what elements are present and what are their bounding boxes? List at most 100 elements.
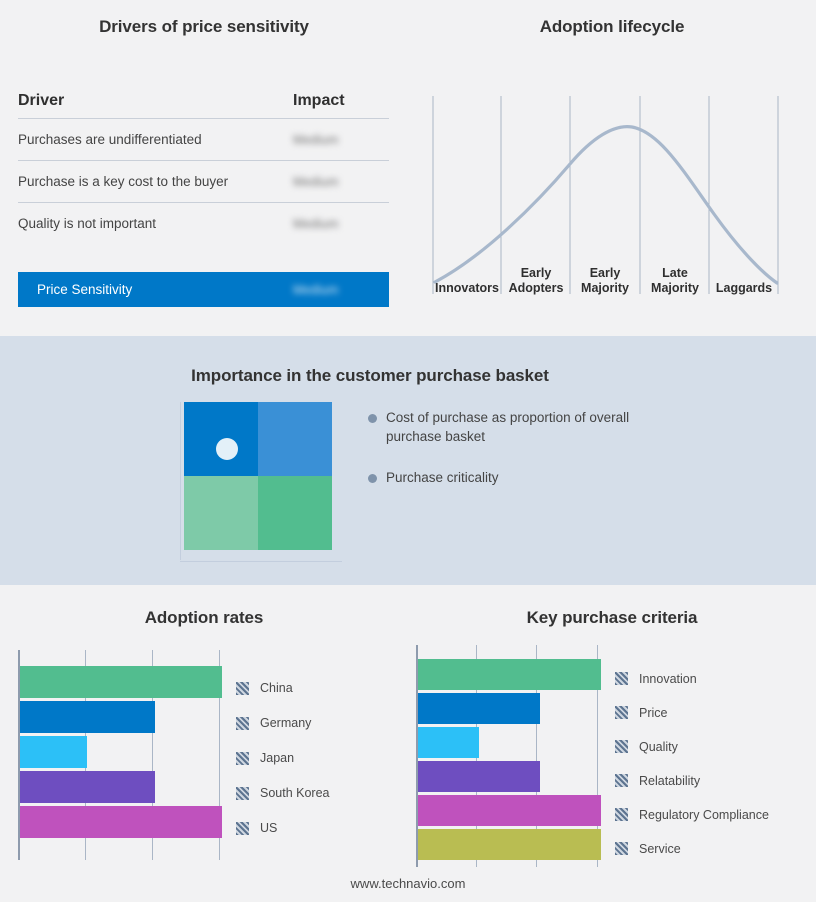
- hatch-swatch-icon: [236, 681, 249, 695]
- lifecycle-gridlines: [432, 96, 779, 294]
- bar-regulatory-compliance: [418, 795, 601, 826]
- bar-row: [418, 727, 601, 758]
- legend-item: Cost of purchase as proportion of overal…: [368, 408, 668, 446]
- bullet-dot-icon: [368, 474, 377, 483]
- position-marker-dot: [216, 438, 238, 460]
- tick-label-early-majority-line2: Majority: [581, 281, 629, 295]
- key-purchase-criteria-panel: Key purchase criteria: [408, 585, 816, 902]
- drivers-of-price-sensitivity-panel: Drivers of price sensitivity Driver Impa…: [0, 0, 408, 336]
- hatch-swatch-icon: [236, 751, 249, 765]
- bar-row: [418, 829, 601, 860]
- column-header-driver: Driver: [18, 92, 65, 109]
- redacted-impact-text: Medium: [293, 174, 339, 189]
- hatch-swatch-icon: [615, 774, 628, 787]
- tick-label-late-majority-line2: Majority: [651, 281, 699, 295]
- redacted-impact-text: Medium: [293, 132, 339, 147]
- bar-germany: [20, 701, 155, 733]
- adoption-lifecycle-panel: Adoption lifecycle Innovators Early Adop…: [408, 0, 816, 336]
- bottom-section-background: [0, 585, 816, 902]
- bar-row: [418, 693, 601, 724]
- matrix-x-axis: [180, 561, 342, 562]
- adoption-bell-curve: [433, 125, 779, 285]
- key-purchase-criteria-title: Key purchase criteria: [526, 608, 698, 627]
- matrix-quadrants: [184, 402, 332, 550]
- bar-row: [418, 761, 601, 792]
- adoption-rates-title: Adoption rates: [144, 608, 264, 627]
- price-sensitivity-impact: Medium: [293, 281, 389, 299]
- bar-row: [20, 701, 222, 733]
- bar-relatability: [418, 761, 540, 792]
- middle-section-background: [0, 336, 816, 585]
- legend-item: Service: [615, 833, 769, 864]
- driver-label: Purchase is a key cost to the buyer: [18, 174, 229, 189]
- adoption-legend: China Germany Japan South Korea US: [236, 650, 330, 860]
- table-divider: [18, 202, 389, 203]
- legend-label: Regulatory Compliance: [639, 807, 769, 822]
- legend-label: Quality: [639, 739, 678, 754]
- price-sensitivity-label: Price Sensitivity: [37, 282, 133, 297]
- legend-item: Relatability: [615, 765, 769, 796]
- table-divider: [18, 118, 389, 119]
- tick-label-late-majority-line1: Late: [662, 266, 688, 280]
- bar-quality: [418, 727, 479, 758]
- bar-row: [418, 659, 601, 690]
- impact-value: Medium: [293, 215, 389, 233]
- bar-japan: [20, 736, 88, 768]
- bar-row: [20, 771, 222, 803]
- gridline: [536, 645, 537, 867]
- bar-us: [20, 806, 222, 838]
- legend-item: China: [236, 672, 330, 704]
- gridline: [219, 650, 220, 860]
- legend-item: Regulatory Compliance: [615, 799, 769, 830]
- quadrant-top-right: [258, 402, 332, 476]
- legend-item: South Korea: [236, 777, 330, 809]
- column-header-impact: Impact: [293, 92, 345, 109]
- criteria-bars: [418, 659, 601, 860]
- bullet-dot-icon: [368, 414, 377, 423]
- bar-service: [418, 829, 601, 860]
- hatch-swatch-icon: [236, 821, 249, 835]
- legend-item: Japan: [236, 742, 330, 774]
- table-row: Quality is not important Medium: [18, 203, 389, 244]
- bar-row: [20, 736, 222, 768]
- bar-price: [418, 693, 540, 724]
- y-axis-line: [416, 645, 418, 867]
- quadrant-bottom-right: [258, 476, 332, 550]
- hatch-swatch-icon: [615, 672, 628, 685]
- purchase-basket-matrix: [180, 402, 350, 562]
- footer-website-url: www.technavio.com: [350, 876, 466, 891]
- redacted-impact-text: Medium: [293, 282, 339, 297]
- legend-label: Purchase criticality: [386, 470, 499, 485]
- tick-label-early-adopters-line2: Adopters: [509, 281, 564, 295]
- gridline: [152, 650, 153, 860]
- adoption-rates-chart: China Germany Japan South Korea US: [18, 650, 390, 860]
- bar-row: [20, 666, 222, 698]
- drivers-table: Driver Impact Purchases are undifferenti…: [18, 92, 389, 244]
- legend-item: Innovation: [615, 663, 769, 694]
- quadrant-bottom-left: [184, 476, 258, 550]
- legend-label: US: [260, 821, 278, 835]
- bar-row: [418, 795, 601, 826]
- adoption-rates-panel: Adoption rates: [0, 585, 408, 902]
- gridline: [597, 645, 598, 867]
- legend-label: Cost of purchase as proportion of overal…: [386, 410, 630, 444]
- table-divider: [18, 160, 389, 161]
- y-axis-line: [18, 650, 20, 860]
- hatch-swatch-icon: [615, 842, 628, 855]
- legend-label: Japan: [260, 751, 295, 765]
- table-row: Purchases are undifferentiated Medium: [18, 119, 389, 160]
- impact-value: Medium: [293, 131, 389, 149]
- driver-label: Purchases are undifferentiated: [18, 132, 202, 147]
- driver-label: Quality is not important: [18, 216, 157, 231]
- criteria-legend: Innovation Price Quality Relatability Re…: [615, 645, 769, 867]
- legend-label: China: [260, 681, 293, 695]
- lifecycle-curve-svg: Innovators Early Adopters Early Majority…: [432, 96, 779, 295]
- bar-innovation: [418, 659, 601, 690]
- hatch-swatch-icon: [236, 716, 249, 730]
- table-row: Purchase is a key cost to the buyer Medi…: [18, 161, 389, 202]
- basket-legend: Cost of purchase as proportion of overal…: [368, 408, 668, 509]
- drivers-table-header-row: Driver Impact: [18, 92, 389, 118]
- legend-item: Price: [615, 697, 769, 728]
- legend-item: US: [236, 812, 330, 844]
- adoption-plot-area: [18, 650, 222, 860]
